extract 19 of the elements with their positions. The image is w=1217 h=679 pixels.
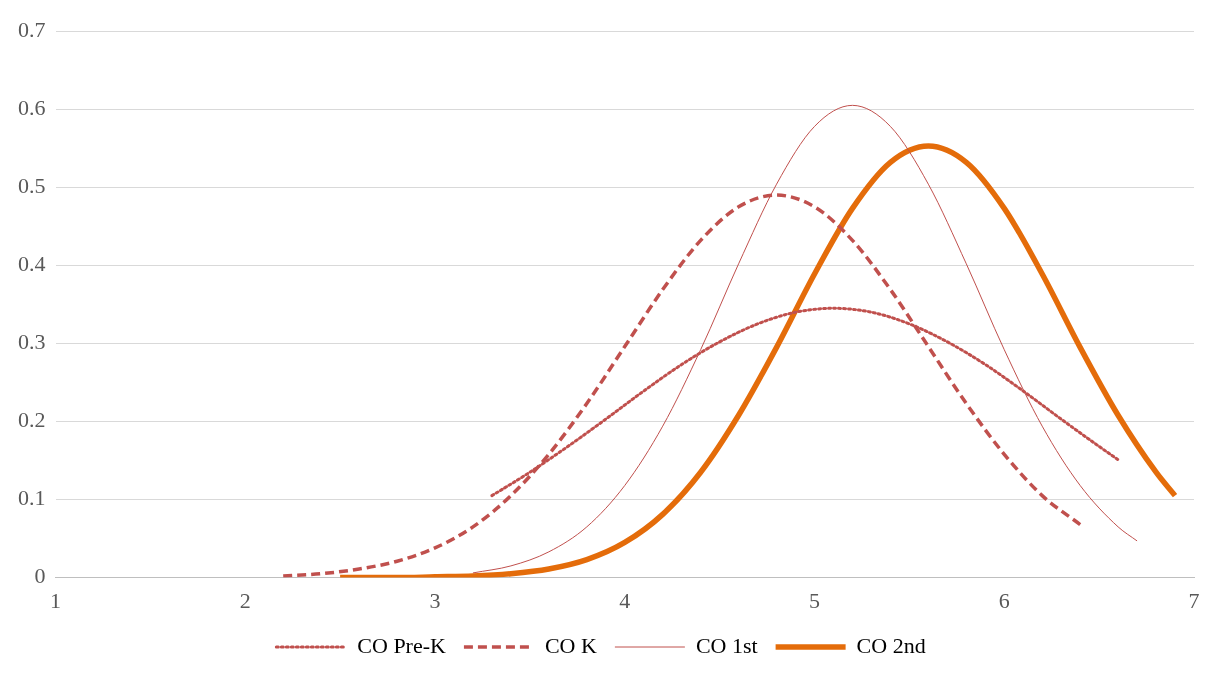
x-tick-label: 4 (619, 587, 631, 613)
legend-label: CO 2nd (856, 632, 926, 658)
x-tick-label: 5 (809, 587, 820, 613)
legend-label: CO Pre-K (357, 632, 447, 658)
legend-label: CO 1st (695, 632, 758, 658)
legend-label: CO K (544, 632, 597, 658)
y-tick-label: 0.6 (18, 95, 46, 121)
y-tick-label: 0.5 (18, 173, 46, 199)
y-tick-label: 0 (34, 563, 46, 589)
y-tick-label: 0.2 (18, 407, 46, 433)
y-tick-label: 0.3 (18, 329, 46, 355)
y-tick-label: 0.7 (18, 16, 46, 42)
x-tick-label: 2 (239, 587, 251, 613)
x-tick-label: 7 (1188, 587, 1200, 613)
x-tick-label: 1 (50, 587, 61, 613)
y-tick-label: 0.1 (18, 485, 46, 511)
x-tick-label: 3 (429, 587, 441, 613)
y-tick-label: 0.4 (18, 251, 46, 277)
x-tick-label: 6 (998, 587, 1010, 613)
